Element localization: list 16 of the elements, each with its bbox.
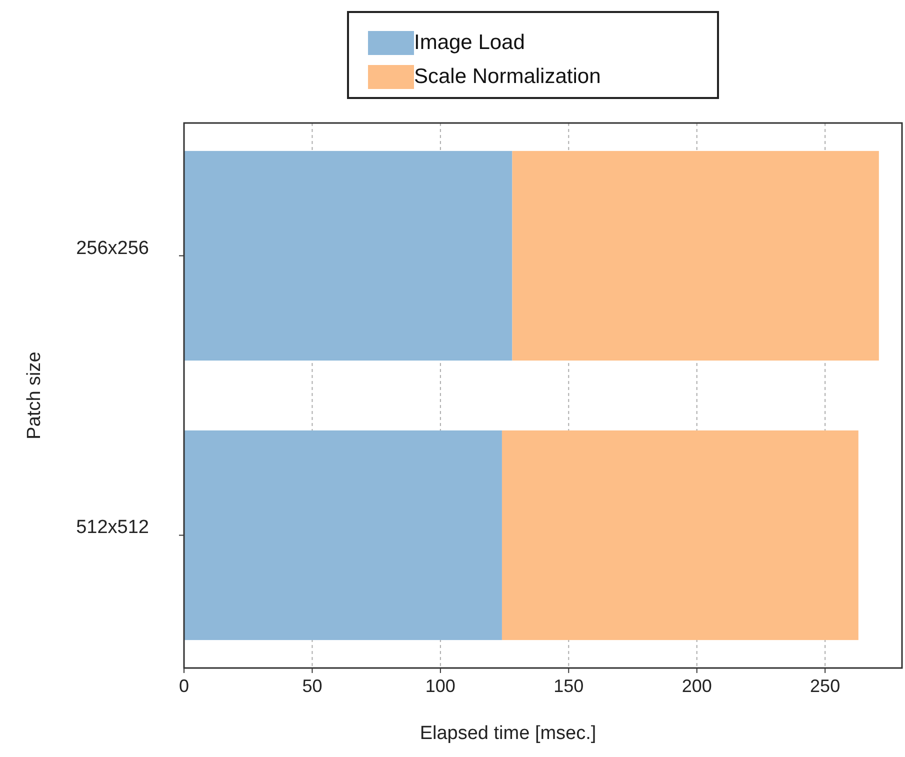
- x-tick-label: 100: [425, 676, 456, 696]
- x-tick-label: 150: [554, 676, 584, 696]
- legend-label: Scale Normalization: [414, 65, 601, 88]
- legend-label: Image Load: [414, 31, 525, 54]
- bar: [512, 150, 879, 361]
- y-tick-label: 256x256: [76, 238, 149, 259]
- bar: [184, 150, 512, 361]
- x-tick-label: 250: [810, 676, 840, 696]
- y-tick-label: 512x512: [76, 517, 149, 538]
- bar: [184, 430, 502, 640]
- bar: [502, 430, 858, 640]
- x-tick-label: 0: [178, 676, 190, 696]
- x-tick-label: 50: [302, 676, 322, 696]
- x-axis-title: Elapsed time [msec.]: [420, 723, 596, 744]
- x-tick-label: 200: [682, 676, 712, 696]
- y-axis-title: Patch size: [24, 352, 45, 440]
